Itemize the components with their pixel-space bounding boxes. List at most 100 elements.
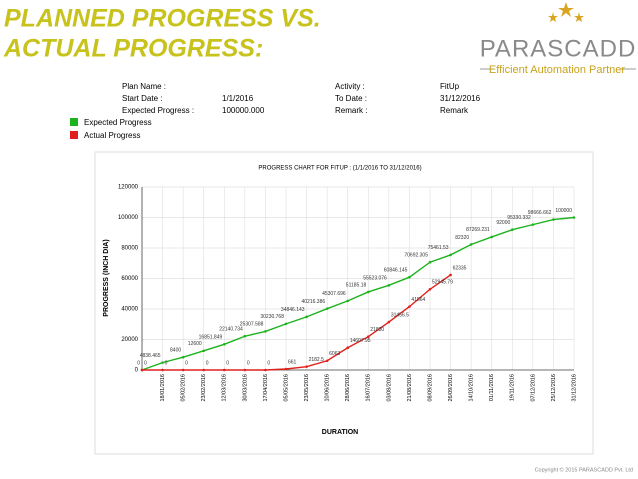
info-cell: 31/12/2016 — [440, 94, 481, 103]
info-cell: To Date : — [335, 94, 367, 103]
point — [305, 365, 308, 368]
x-tick-label: 19/11/2016 — [510, 374, 516, 401]
x-tick-label: 17/04/2016 — [263, 374, 269, 402]
point — [325, 359, 329, 363]
data-label: 0 — [226, 360, 229, 366]
data-label: 14607.95 — [350, 338, 371, 344]
x-tick-label: 23/05/2016 — [304, 374, 310, 402]
info-cell: Expected Progress : — [122, 106, 194, 115]
point — [469, 243, 473, 246]
data-label: 661 — [288, 359, 297, 365]
legend-swatch — [70, 131, 78, 139]
slide-title: ACTUAL PROGRESS: — [3, 35, 263, 63]
data-label: 100000 — [555, 208, 572, 214]
data-label: 0 — [165, 360, 168, 366]
data-label: 92000 — [496, 220, 510, 226]
x-tick-label: 12/03/2016 — [222, 374, 228, 402]
data-label: 4838.465 — [140, 353, 161, 359]
x-tick-label: 07/12/2016 — [530, 374, 536, 402]
y-tick-label: 60000 — [121, 276, 138, 282]
point — [552, 218, 555, 221]
point — [531, 223, 535, 226]
point — [140, 368, 144, 372]
point — [264, 330, 267, 333]
point — [161, 368, 164, 372]
data-label: 0 — [144, 360, 147, 366]
point — [387, 284, 391, 287]
point — [264, 368, 267, 372]
y-tick-label: 80000 — [121, 246, 138, 252]
data-label: 98666.662 — [528, 210, 552, 216]
data-label: 52945.79 — [432, 280, 453, 286]
info-cell: Activity : — [335, 82, 365, 91]
point — [572, 216, 576, 219]
point — [222, 343, 226, 346]
x-tick-label: 14/10/2016 — [469, 374, 475, 402]
y-axis-label: PROGRESS (INCH DIA) — [103, 239, 110, 316]
x-tick-label: 10/06/2016 — [325, 374, 331, 402]
x-tick-label: 31/12/2016 — [571, 374, 577, 402]
point — [387, 320, 391, 324]
x-tick-label: 05/05/2016 — [283, 374, 289, 402]
data-label: 55523.076 — [363, 276, 387, 282]
data-label: 95330.332 — [507, 215, 531, 221]
x-tick-label: 26/09/2016 — [448, 374, 454, 402]
point — [428, 260, 432, 264]
data-label: 22140.734 — [219, 327, 243, 333]
y-tick-label: 20000 — [121, 337, 138, 343]
legend-label: Actual Progress — [84, 131, 140, 140]
point — [243, 334, 247, 338]
logo-text: PARASCADD — [480, 35, 637, 62]
x-tick-label: 23/02/2016 — [201, 374, 207, 402]
data-label: 82320 — [455, 235, 469, 241]
data-label: 62335 — [453, 265, 467, 271]
data-label: 8400 — [170, 348, 181, 354]
point — [510, 228, 514, 231]
info-cell: Remark : — [335, 106, 367, 115]
data-label: 0 — [206, 360, 209, 366]
x-tick-label: 01/11/2016 — [489, 374, 495, 401]
point — [161, 361, 164, 364]
point — [428, 287, 432, 291]
data-label: 34846.143 — [281, 307, 305, 313]
point — [408, 275, 411, 279]
y-tick-label: 40000 — [121, 307, 138, 313]
point — [449, 273, 452, 277]
data-label: 87269.231 — [466, 227, 490, 233]
data-label: 2182.5 — [309, 357, 325, 363]
point — [366, 290, 370, 294]
data-label: 30230.768 — [260, 314, 284, 320]
data-label: 0 — [137, 360, 140, 366]
point — [366, 335, 370, 339]
info-cell: Plan Name : — [122, 82, 166, 91]
data-label: 75461.53 — [428, 245, 449, 251]
tagline: Efficient Automation Partner — [489, 64, 625, 76]
copyright: Copyright © 2015 PARASCADD Pvt. Ltd — [535, 466, 633, 473]
data-label: 25307.588 — [240, 322, 264, 328]
point — [243, 368, 247, 372]
y-tick-label: 120000 — [118, 185, 139, 191]
point — [346, 346, 350, 350]
info-cell: Start Date : — [122, 94, 162, 103]
series-line — [141, 216, 575, 371]
data-label: 0 — [247, 360, 250, 366]
x-tick-label: 18/01/2016 — [160, 374, 166, 402]
point — [490, 235, 494, 239]
data-label: 16851.849 — [199, 335, 223, 341]
point — [325, 307, 329, 310]
point — [346, 299, 350, 303]
x-tick-label: 21/08/2016 — [407, 374, 413, 402]
data-label: 40216.386 — [302, 299, 326, 305]
series-line — [142, 274, 451, 371]
y-tick-label: 0 — [135, 368, 139, 374]
info-cell: 100000.000 — [222, 106, 265, 115]
legend-swatch — [70, 118, 78, 126]
point — [449, 253, 452, 257]
x-axis-label: DURATION — [322, 429, 358, 436]
logo-stars — [548, 2, 584, 22]
point — [222, 368, 226, 372]
info-cell: Remark — [440, 106, 469, 115]
x-tick-label: 30/03/2016 — [242, 374, 248, 402]
data-label: 12600 — [188, 341, 202, 347]
